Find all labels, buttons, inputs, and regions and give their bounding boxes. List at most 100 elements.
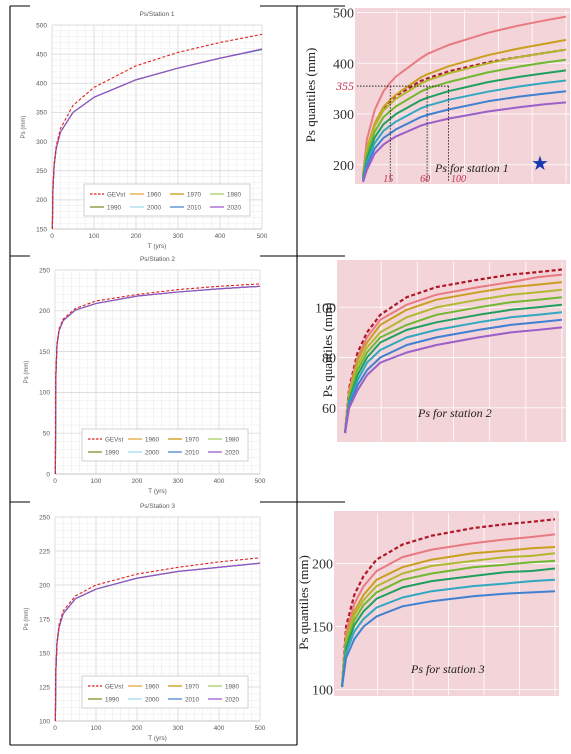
- series-line: [341, 578, 556, 688]
- x-tick-label: 300: [173, 478, 184, 485]
- panel-frame: [9, 5, 345, 746]
- y-tick-label: 450: [36, 51, 47, 58]
- y-tick-label: 100: [39, 718, 50, 725]
- y-tick-label: 350: [36, 110, 47, 117]
- series-line: [362, 48, 567, 178]
- x-tick-label: 100: [89, 233, 100, 240]
- x-annotation: 60: [420, 174, 430, 185]
- y-axis-label: Ps quantiles (mm): [303, 48, 318, 143]
- chart-title: Ps/Station 1: [139, 11, 174, 18]
- series-line: [344, 318, 563, 434]
- excel-chart: Ps/Station 30 100 200 300 400 500100125150175…: [24, 503, 266, 742]
- legend: GEVst 1960 1970 1980 1990 2000 2010 2020: [83, 183, 251, 217]
- series-line: [362, 69, 567, 180]
- series-line-dashed: [343, 268, 563, 434]
- series-line: [341, 567, 556, 688]
- series-line: [341, 590, 556, 688]
- x-axis-label: T (yrs): [148, 243, 167, 250]
- x-tick-label: 0: [50, 233, 54, 240]
- x-tick-label: 400: [214, 478, 225, 485]
- legend-label: 1980: [225, 436, 240, 443]
- legend-label: 2000: [145, 449, 160, 456]
- legend-label: 1990: [105, 696, 120, 703]
- legend-label: 1960: [147, 191, 162, 198]
- excel-chart: Ps/Station 2 0 100 200 300 400 500 0 50 100 150 200…: [24, 256, 266, 495]
- series-line: [344, 326, 563, 434]
- y-tick-label: 80: [322, 352, 336, 367]
- y-tick-label: 150: [39, 650, 50, 657]
- y-tick-label: 250: [36, 168, 47, 175]
- y-axis-label: Ps (mm): [24, 361, 30, 384]
- x-tick-label: 500: [257, 233, 268, 240]
- series-line: [344, 288, 563, 434]
- y-tick-label: 400: [36, 81, 47, 88]
- series-line: [341, 552, 556, 688]
- y-tick-label: 200: [39, 582, 50, 589]
- x-tick-label: 200: [132, 478, 143, 485]
- y-axis-label: Ps quantiles (mm): [296, 555, 311, 650]
- x-tick-label: 0: [53, 478, 57, 485]
- y-tick-label: 0: [46, 471, 50, 478]
- legend-label: GEVst: [107, 191, 125, 198]
- y-tick-label: 175: [39, 616, 50, 623]
- x-annotation: 15: [383, 174, 393, 185]
- legend-label: 1970: [185, 436, 200, 443]
- x-tick-label: 100: [91, 725, 102, 732]
- series-line: [362, 90, 567, 182]
- series-line: [344, 296, 563, 434]
- y-tick-label: 200: [36, 197, 47, 204]
- legend-label: 2020: [225, 449, 240, 456]
- y-axis-label: Ps quantiles (mm): [320, 303, 335, 398]
- legend-label: 1980: [227, 191, 242, 198]
- series-line-2020: [54, 562, 261, 722]
- x-tick-label: 400: [215, 233, 226, 240]
- y-tick-label: 300: [36, 139, 47, 146]
- y-tick-label: 500: [333, 7, 354, 22]
- series-line: [341, 559, 556, 688]
- legend-label: 2010: [185, 449, 200, 456]
- y-tick-label: 200: [39, 308, 50, 315]
- panel-annotation: Ps for station 3: [410, 662, 485, 676]
- y-tick-label: 300: [333, 108, 354, 123]
- x-tick-label: 300: [173, 233, 184, 240]
- y-tick-label: 100: [315, 301, 336, 316]
- y-tick-label: 200: [312, 557, 333, 572]
- x-annotation: 100: [451, 174, 466, 185]
- series-line: [341, 533, 556, 688]
- y-tick-label: 60: [322, 402, 336, 417]
- y-tick-label: 500: [36, 22, 47, 29]
- series-line: [362, 58, 567, 179]
- series-line-GEVst: [54, 283, 261, 475]
- y-axis-label: Ps (mm): [24, 608, 30, 631]
- legend-label: 1960: [145, 436, 160, 443]
- y-tick-label: 100: [39, 390, 50, 397]
- chart-title: Ps/Station 3: [140, 503, 175, 510]
- x-tick-label: 300: [173, 725, 184, 732]
- series-line-2020: [54, 285, 261, 475]
- series-line-GEVst: [54, 557, 261, 722]
- panel-annotation: Ps for station 2: [417, 406, 492, 420]
- x-axis-label: T (yrs): [148, 735, 167, 742]
- legend-box: [81, 675, 249, 709]
- x-tick-label: 200: [131, 233, 142, 240]
- y-tick-label: 150: [312, 620, 333, 635]
- x-tick-label: 200: [132, 725, 143, 732]
- legend-label: 1970: [187, 191, 202, 198]
- legend-box: [81, 428, 249, 462]
- y-tick-label: 50: [43, 431, 51, 438]
- series-line: [344, 281, 563, 434]
- excel-chart: Ps/Station 1 0 100 200 300 400 500 150 200 250 300…: [21, 11, 268, 250]
- legend-label: 2010: [187, 204, 202, 211]
- legend-label: GEVst: [105, 683, 123, 690]
- legend: GEVst 1960 1970 1980 1990 2000 2010 2020: [81, 428, 249, 462]
- y-annotation: 355: [335, 79, 354, 93]
- y-tick-label: 400: [333, 57, 354, 72]
- legend-label: GEVst: [105, 436, 123, 443]
- series-line: [341, 546, 556, 688]
- image-chart: 200 300 400 500 Ps quantiles (mm) Ps for stat…: [303, 7, 570, 185]
- legend-label: 1990: [105, 449, 120, 456]
- legend-label: 1960: [145, 683, 160, 690]
